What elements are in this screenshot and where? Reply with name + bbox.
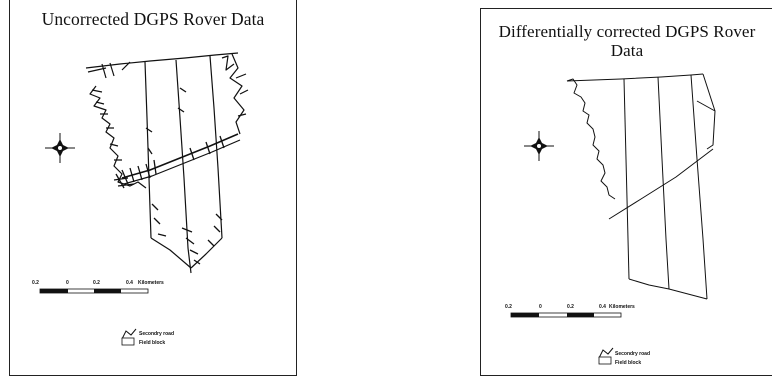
scale-tick: 0 xyxy=(539,304,542,310)
scale-bar-labels: 0.2 0 0.2 0.4 Kilometers xyxy=(32,280,164,286)
scale-tick: 0.2 xyxy=(505,304,512,310)
field-block-legend-icon xyxy=(598,356,612,365)
scale-bar xyxy=(510,312,622,318)
scale-tick: 0.4 xyxy=(126,280,133,286)
north-arrow-icon xyxy=(45,133,75,163)
map-title: Differentially corrected DGPS Rover Data xyxy=(498,22,756,60)
scale-bar xyxy=(39,288,149,294)
legend-label: Field block xyxy=(139,340,165,346)
scale-tick: 0 xyxy=(66,280,69,286)
scale-tick: 0.2 xyxy=(32,280,39,286)
scale-unit: Kilometers xyxy=(609,304,635,310)
scale-bar-labels: 0.2 0 0.2 0.4 Kilometers xyxy=(505,304,635,310)
legend-label: Secondry road xyxy=(139,331,174,337)
scale-unit: Kilometers xyxy=(138,280,164,286)
road-legend-icon xyxy=(598,347,614,359)
legend-label: Field block xyxy=(615,360,641,366)
uncorrected-map-panel: Uncorrected DGPS Rover Data xyxy=(9,0,297,376)
north-arrow-icon xyxy=(524,131,554,161)
uncorrected-tracks xyxy=(85,52,249,274)
uncorrected-map-canvas: 0.2 0 0.2 0.4 Kilometers Secondry road F… xyxy=(32,52,249,346)
scale-tick: 0.4 xyxy=(599,304,606,310)
corrected-map-panel: Differentially corrected DGPS Rover Data xyxy=(480,8,772,376)
corrected-map-canvas: 0.2 0 0.2 0.4 Kilometers Secondry road F… xyxy=(505,73,716,366)
legend-label: Secondry road xyxy=(615,351,650,357)
scale-tick: 0.2 xyxy=(567,304,574,310)
map-legend: Secondry road Field block xyxy=(598,347,650,366)
scale-tick: 0.2 xyxy=(93,280,100,286)
corrected-tracks xyxy=(566,73,716,300)
map-legend: Secondry road Field block xyxy=(121,328,174,346)
map-title: Uncorrected DGPS Rover Data xyxy=(41,9,265,29)
gps-noise-marks xyxy=(113,87,225,265)
field-block-legend-icon xyxy=(121,337,135,346)
road-legend-icon xyxy=(121,328,137,340)
